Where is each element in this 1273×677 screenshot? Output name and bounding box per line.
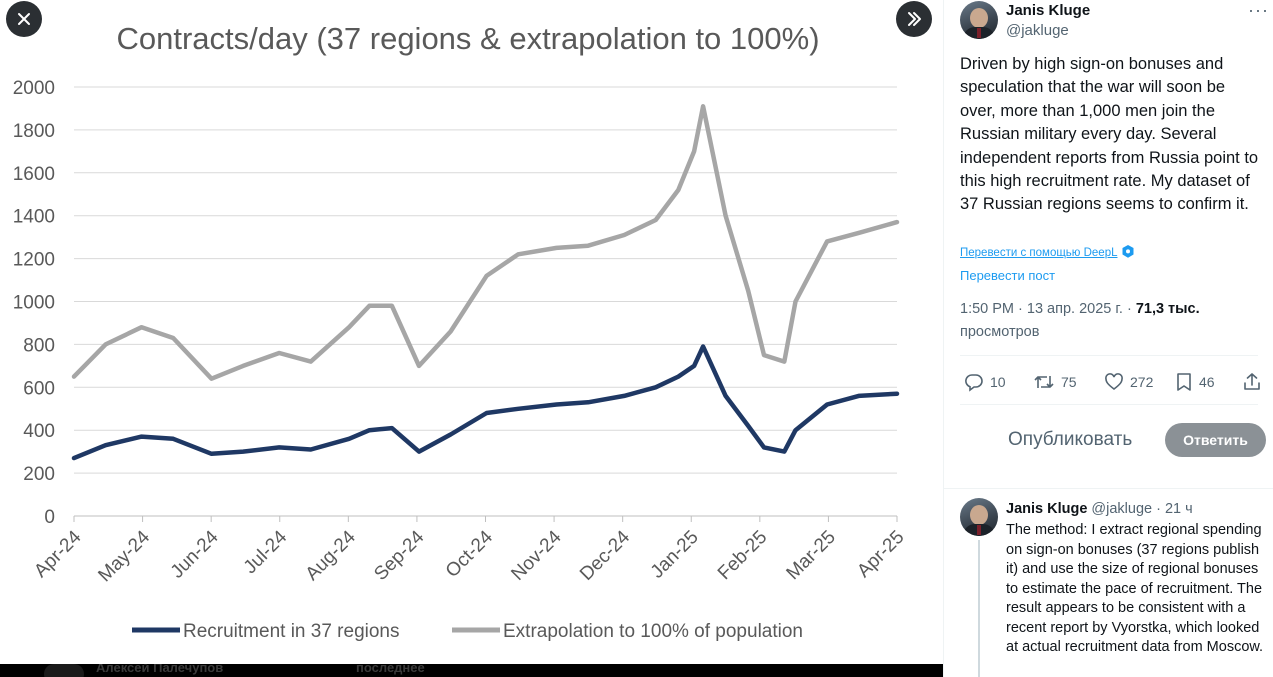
more-icon: ··· xyxy=(1248,0,1269,20)
close-icon xyxy=(18,13,30,25)
x-tick-label: Feb-25 xyxy=(714,527,771,584)
y-tick-label: 1400 xyxy=(13,207,55,228)
underlying-feed-strip: Алексей Палечупов последнее xyxy=(0,664,943,677)
like-action[interactable]: 272 xyxy=(1104,372,1153,392)
x-tick-label: Oct-24 xyxy=(442,526,497,581)
bookmark-action[interactable]: 46 xyxy=(1175,372,1215,392)
series-line-0 xyxy=(71,344,900,461)
tweet-timestamp[interactable]: 1:50 PM · 13 апр. 2025 г. · xyxy=(960,301,1136,317)
divider xyxy=(960,355,1258,356)
x-tick-label: Jan-25 xyxy=(647,527,703,583)
x-tick-label: Apr-25 xyxy=(853,527,908,582)
expand-panel-button[interactable] xyxy=(896,1,932,37)
x-tick-label: Mar-25 xyxy=(783,527,840,584)
y-tick-label: 200 xyxy=(23,464,55,485)
y-tick-label: 1800 xyxy=(13,121,55,142)
x-tick-label: Jul-24 xyxy=(240,526,292,578)
divider xyxy=(944,488,1273,489)
x-tick-label: May-24 xyxy=(94,526,154,586)
chart-title: Contracts/day (37 regions & extrapolatio… xyxy=(116,21,819,56)
divider xyxy=(960,404,1258,405)
x-tick-label: Aug-24 xyxy=(302,526,360,584)
reply-time[interactable]: · 21 ч xyxy=(1156,501,1193,517)
translate-post-link[interactable]: Перевести пост xyxy=(960,268,1056,283)
reply-count: 10 xyxy=(990,374,1006,390)
reply-text: The method: I extract regional spending … xyxy=(1006,522,1264,655)
media-viewer: Contracts/day (37 regions & extrapolatio… xyxy=(0,0,943,677)
views-label: просмотров xyxy=(960,324,1040,340)
tweet-meta: 1:50 PM · 13 апр. 2025 г. · 71,3 тыс. xyxy=(960,301,1200,317)
heart-icon xyxy=(1105,373,1123,391)
more-options-button[interactable]: ··· xyxy=(1248,0,1269,21)
x-tick-label: Apr-24 xyxy=(30,526,85,581)
y-tick-label: 1600 xyxy=(13,164,55,185)
x-tick-label: Nov-24 xyxy=(507,526,565,584)
feed-author: Алексей Палечупов xyxy=(96,664,224,675)
repost-action[interactable]: 75 xyxy=(1033,372,1077,392)
share-action[interactable] xyxy=(1242,372,1262,392)
translate-deepl-link[interactable]: Перевести с помощью DeepL xyxy=(960,245,1134,261)
series-line-1 xyxy=(71,104,900,381)
bookmark-count: 46 xyxy=(1199,374,1215,390)
reply-avatar[interactable] xyxy=(960,498,998,536)
like-count: 272 xyxy=(1130,374,1154,390)
chart-image: Contracts/day (37 regions & extrapolatio… xyxy=(0,0,943,664)
reply-action[interactable]: 10 xyxy=(964,372,1006,392)
reply-icon xyxy=(965,374,983,392)
share-icon xyxy=(1244,373,1260,390)
deepl-icon xyxy=(1122,245,1134,261)
chevron-double-right-icon xyxy=(908,12,921,26)
feed-avatar xyxy=(44,664,84,677)
avatar[interactable] xyxy=(960,1,998,39)
y-tick-label: 800 xyxy=(23,335,55,356)
close-button[interactable] xyxy=(6,1,42,37)
x-tick-label: Sep-24 xyxy=(370,526,428,584)
author-name[interactable]: Janis Kluge xyxy=(1006,2,1091,19)
feed-text: последнее xyxy=(356,664,425,675)
repost-count: 75 xyxy=(1061,374,1077,390)
reply-author-name[interactable]: Janis Kluge xyxy=(1006,501,1088,517)
tweet-panel: Janis Kluge @jakluge ··· Driven by high … xyxy=(943,0,1273,677)
author-handle[interactable]: @jakluge xyxy=(1006,22,1069,39)
reply-author-handle[interactable]: @jakluge xyxy=(1091,501,1153,517)
legend-label-extrapolation: Extrapolation to 100% of population xyxy=(503,621,803,642)
y-tick-label: 400 xyxy=(23,421,55,442)
reply-submit-button[interactable]: Ответить xyxy=(1165,423,1266,457)
tweet-text: Driven by high sign-on bonuses and specu… xyxy=(960,55,1259,214)
chart: Contracts/day (37 regions & extrapolatio… xyxy=(13,21,909,642)
repost-icon xyxy=(1034,376,1054,388)
y-tick-label: 2000 xyxy=(13,78,55,99)
translate-deepl-label: Перевести с помощью DeepL xyxy=(960,247,1118,259)
y-tick-label: 600 xyxy=(23,378,55,399)
y-tick-label: 1200 xyxy=(13,250,55,271)
x-tick-label: Jun-24 xyxy=(167,526,223,582)
view-count: 71,3 тыс. xyxy=(1135,301,1200,317)
legend-label-recruitment: Recruitment in 37 regions xyxy=(183,621,400,642)
reply-input[interactable]: Опубликовать xyxy=(1008,429,1133,450)
y-tick-label: 0 xyxy=(44,507,55,528)
thread-line xyxy=(978,540,980,677)
bookmark-icon xyxy=(1177,373,1191,391)
reply-header: Janis Kluge @jakluge · 21 ч xyxy=(1006,501,1193,517)
y-tick-label: 1000 xyxy=(13,293,55,314)
x-tick-label: Dec-24 xyxy=(576,526,634,584)
